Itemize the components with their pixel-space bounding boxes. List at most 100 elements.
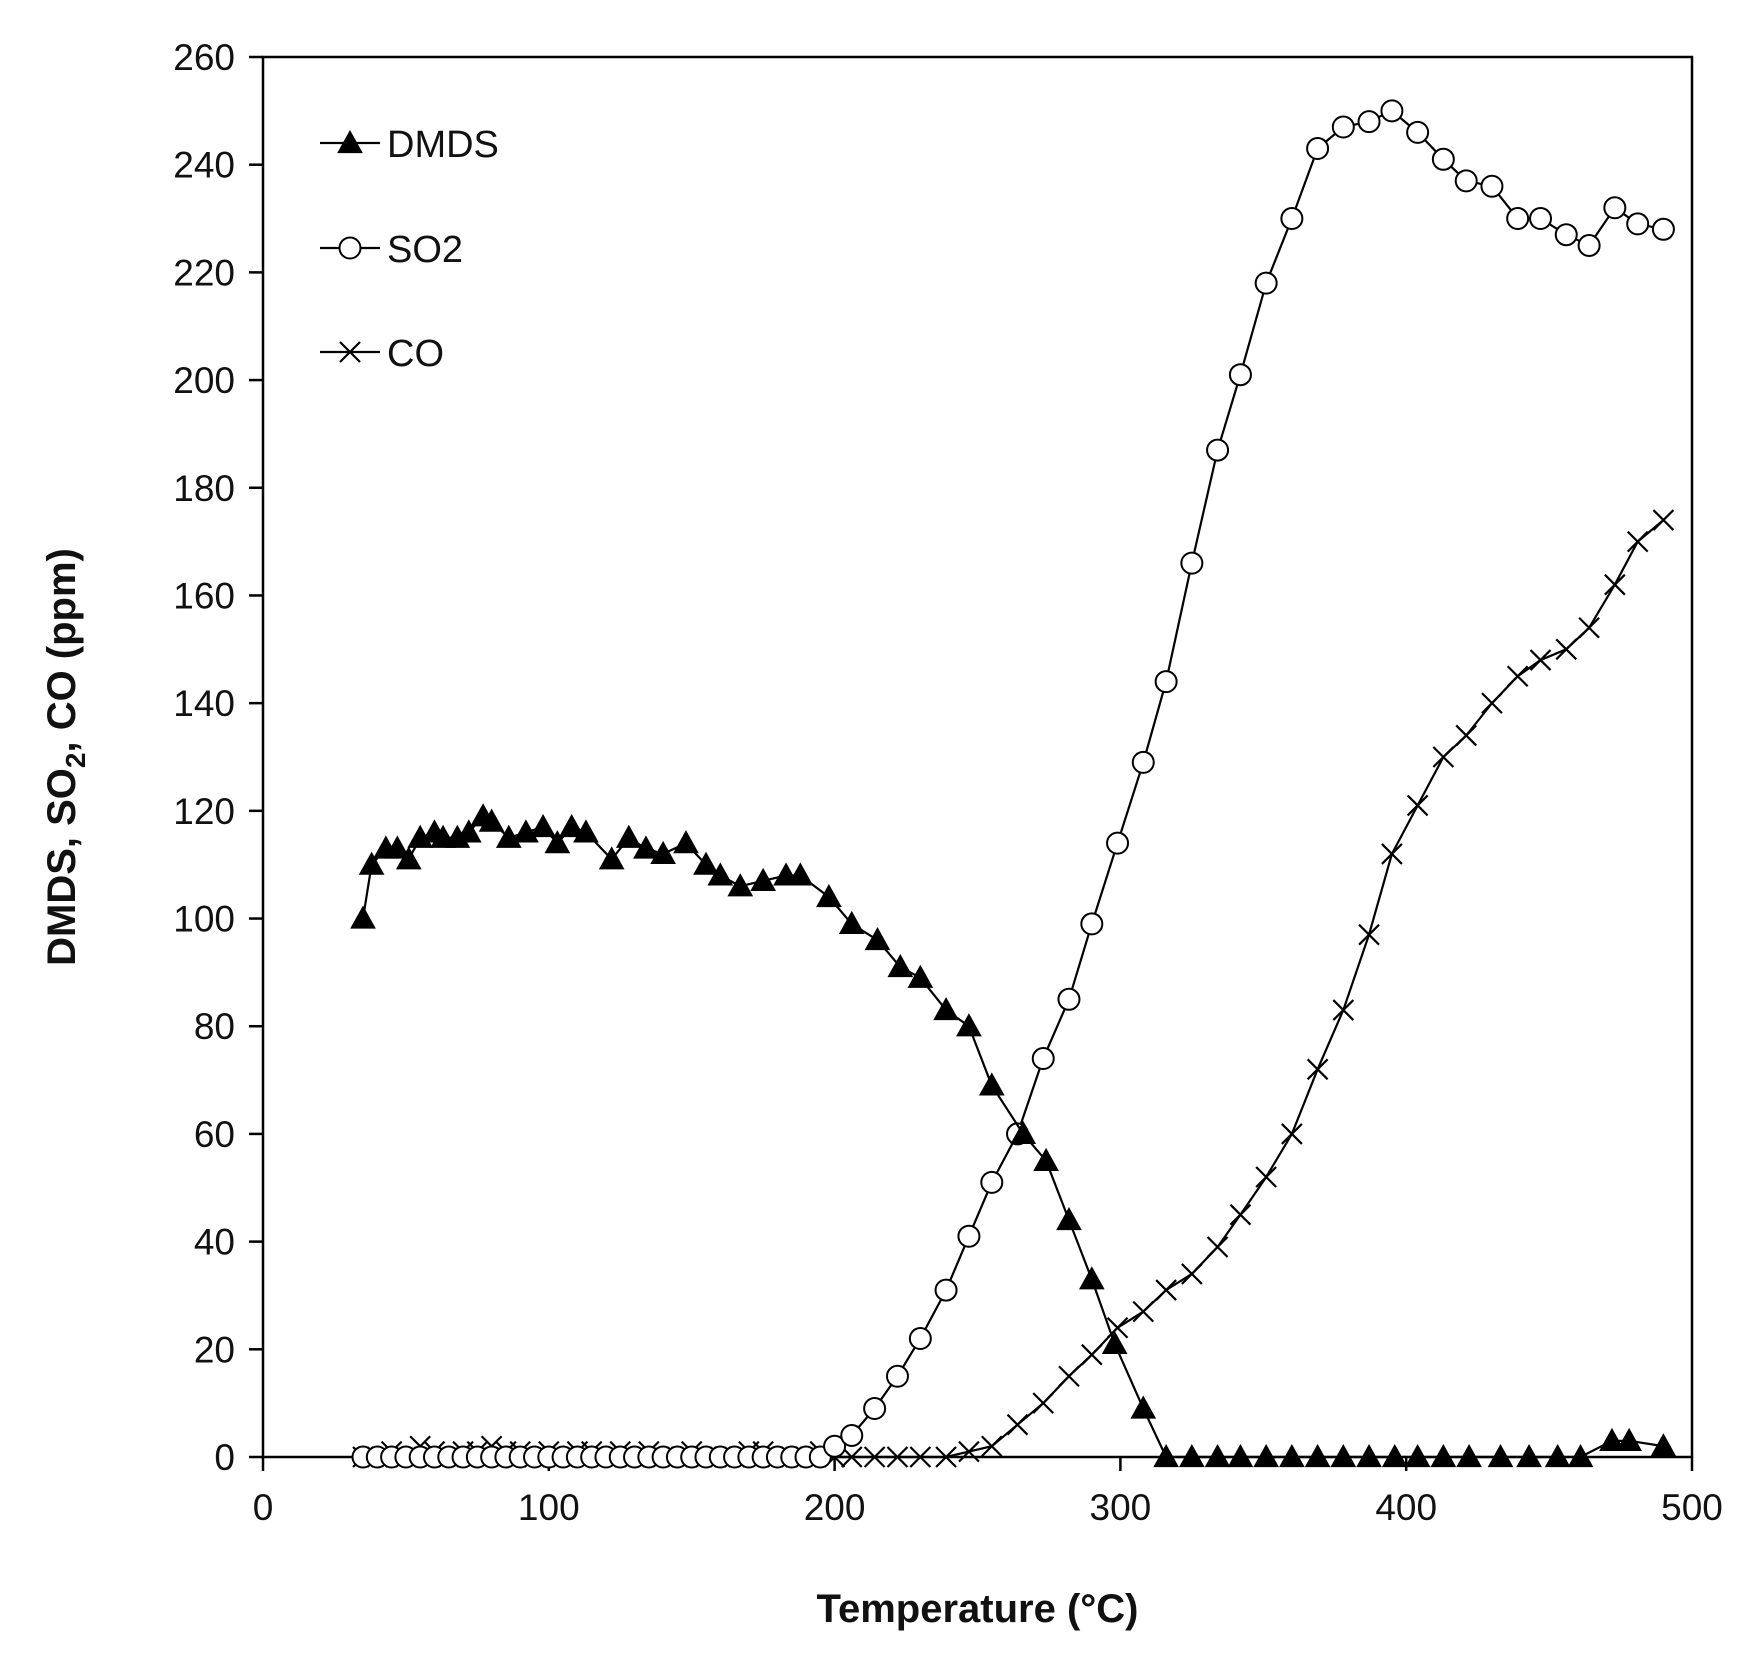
dmds-point [395, 846, 422, 870]
y-tick-label: 40 [194, 1222, 235, 1263]
co-point-stroke [886, 1446, 909, 1468]
dmds-point [956, 1013, 982, 1037]
so2-point [934, 1278, 958, 1302]
co-point [1455, 724, 1477, 747]
dmds-point [1227, 1443, 1254, 1468]
dmds-point [650, 840, 676, 865]
dmds-point [787, 862, 814, 886]
co-point [1406, 794, 1429, 817]
y-tick-label: 140 [173, 683, 235, 724]
so2-point [885, 1364, 909, 1388]
legend-marker-co-stroke [339, 341, 361, 363]
co-point [1604, 573, 1626, 596]
co-point [1652, 509, 1675, 531]
y-axis-ticks: 0 20 40 60 80 100 120 140 160 180 200 220 240 260 [173, 37, 263, 1478]
co-point-stroke [1006, 1413, 1029, 1436]
dmds-point [530, 813, 556, 838]
x-tick-label: 500 [1661, 1487, 1723, 1528]
so2-point [1206, 438, 1230, 462]
co-point-stroke [1058, 1365, 1080, 1388]
co-point [1332, 999, 1355, 1021]
dmds-point [615, 824, 642, 848]
y-tick-label: 60 [194, 1114, 235, 1155]
y-axis-title-subscript: 2 [60, 753, 91, 769]
dmds-point [1430, 1443, 1457, 1468]
co-point-stroke [1455, 724, 1477, 747]
x-tick-label: 400 [1375, 1487, 1437, 1528]
so2-point [823, 1434, 847, 1458]
co-point [1381, 843, 1403, 865]
dmds-point [1078, 1266, 1105, 1290]
dmds-point [1330, 1443, 1357, 1468]
co-point-stroke [1081, 1343, 1103, 1366]
co-point-stroke [1332, 999, 1355, 1021]
legend-marker-co [339, 341, 361, 363]
co-point [1255, 1166, 1277, 1188]
co-point [1481, 692, 1503, 714]
co-point-stroke [935, 1446, 957, 1468]
so2-point [1154, 670, 1178, 694]
co-point-stroke [1358, 923, 1380, 946]
y-tick-label: 200 [173, 360, 235, 401]
co-point [1506, 665, 1529, 688]
co-point-stroke [1255, 1166, 1277, 1188]
so2-point [1057, 987, 1081, 1011]
y-tick-label: 80 [194, 1006, 235, 1047]
co-point-stroke [1155, 1279, 1177, 1301]
series-layer [350, 99, 1677, 1469]
dmds-point [816, 883, 842, 908]
dmds-point [350, 905, 376, 929]
dmds-point [1304, 1443, 1331, 1468]
co-point-stroke [1578, 616, 1600, 639]
x-tick-label: 100 [518, 1487, 580, 1528]
y-axis-title-suffix: , CO (ppm) [40, 548, 84, 752]
so2-point [1454, 169, 1478, 193]
x-tick-label: 200 [804, 1487, 866, 1528]
legend-item-so2: SO2 [320, 229, 463, 271]
co-point-stroke [1306, 1058, 1329, 1081]
y-tick-label: 120 [173, 791, 235, 832]
co-point-stroke [1406, 794, 1429, 817]
dmds-point [1404, 1443, 1431, 1468]
co-point [1132, 1300, 1155, 1323]
co-point [981, 1435, 1003, 1458]
co-point-stroke [1206, 1236, 1229, 1258]
dmds-point [864, 927, 891, 951]
y-tick-label: 160 [173, 575, 235, 616]
dmds-point [1544, 1443, 1571, 1468]
co-point [886, 1446, 909, 1468]
dmds-point [598, 846, 625, 870]
co-point [1358, 923, 1380, 946]
co-point-stroke [863, 1446, 886, 1468]
co-point-stroke [1604, 573, 1626, 596]
co-point-stroke [1432, 746, 1455, 768]
dmds-point [693, 851, 719, 875]
so2-point [980, 1170, 1004, 1194]
dmds-point [1253, 1443, 1280, 1468]
so2-point [863, 1397, 887, 1421]
co-point [1306, 1058, 1329, 1081]
so2-point [1406, 120, 1430, 144]
legend-marker-dmds [337, 129, 363, 154]
so2-point [1180, 551, 1204, 575]
co-point [1529, 649, 1552, 671]
series-co [352, 509, 1675, 1468]
plot-area [261, 55, 1694, 1459]
legend-label-dmds: DMDS [387, 124, 499, 166]
legend-item-co: CO [320, 333, 444, 375]
co-point [935, 1446, 957, 1468]
y-tick-label: 220 [173, 252, 235, 293]
co-point-stroke [1132, 1300, 1155, 1323]
dmds-point [1033, 1147, 1059, 1171]
co-point-stroke [981, 1435, 1003, 1458]
co-point-stroke [1381, 843, 1403, 865]
series-line-co [363, 519, 1665, 1459]
co-point-stroke [1032, 1392, 1055, 1414]
dmds-point [1010, 1120, 1037, 1145]
co-point [1281, 1123, 1303, 1145]
co-point [1206, 1236, 1229, 1258]
co-point-stroke [909, 1446, 932, 1468]
dmds-point [933, 997, 959, 1021]
co-point [1229, 1203, 1252, 1226]
